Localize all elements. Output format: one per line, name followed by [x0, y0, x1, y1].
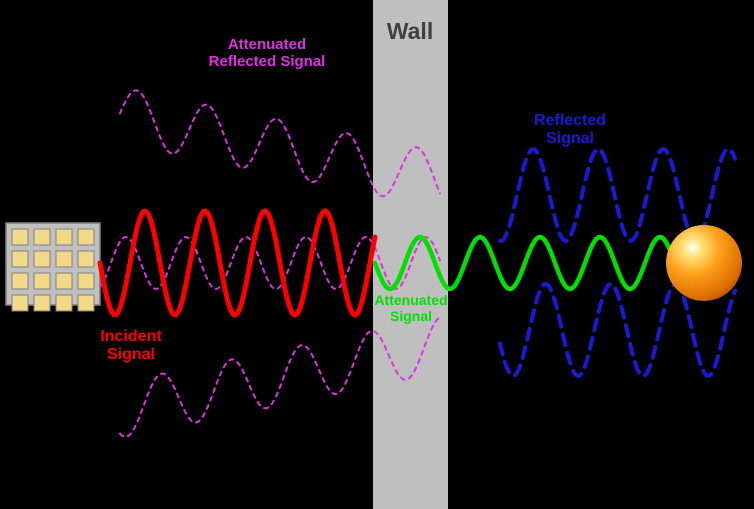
- attenuated-reflected-label: Attenuated Reflected Signal: [209, 36, 326, 71]
- reflected-signal-label: Reflected Signal: [534, 112, 606, 149]
- antenna-array: [6, 223, 100, 311]
- incident-signal-label: Incident Signal: [100, 328, 161, 365]
- attenuated-signal-label: Attenuated Signal: [374, 292, 447, 324]
- incident-wave: [100, 211, 375, 315]
- diagram-canvas: [0, 0, 754, 509]
- target-sphere: [666, 225, 742, 301]
- wall-label: Wall: [387, 18, 433, 44]
